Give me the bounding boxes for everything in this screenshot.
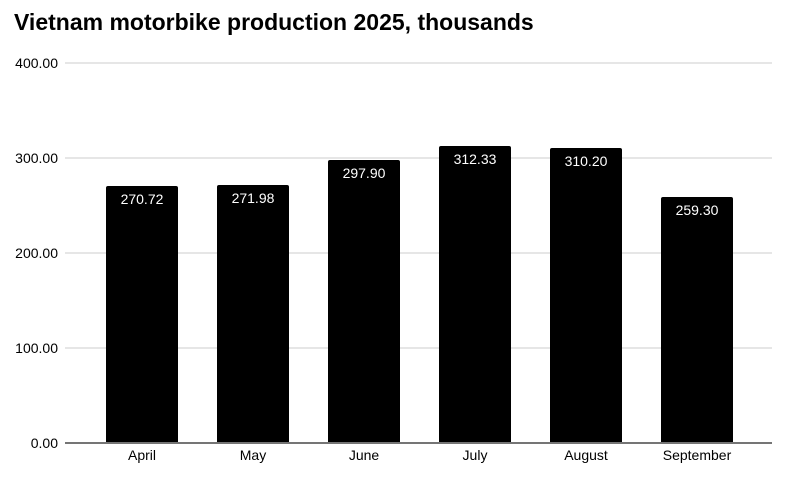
gridline-400.00 — [65, 62, 772, 64]
gridline-100.00 — [65, 347, 772, 349]
x-axis-tick-label-june: June — [348, 447, 380, 463]
bar-august: 310.20 — [550, 148, 622, 442]
y-axis-tick-label-200.00: 200.00 — [15, 245, 58, 261]
bar-value-label-may: 271.98 — [231, 189, 275, 206]
bar-value-label-june: 297.90 — [342, 164, 386, 181]
x-axis-tick-label-may: May — [239, 447, 267, 463]
x-axis-line — [65, 442, 772, 444]
bar-april: 270.72 — [106, 185, 178, 442]
y-axis-tick-label-0.00: 0.00 — [30, 435, 58, 451]
x-axis-tick-label-september: September — [662, 447, 732, 463]
x-axis-tick-label-august: August — [564, 447, 608, 463]
gridline-300.00 — [65, 157, 772, 159]
bar-value-label-august: 310.20 — [564, 153, 608, 170]
bar-september: 259.30 — [661, 196, 733, 442]
bar-july: 312.33 — [439, 146, 511, 442]
bar-value-label-april: 270.72 — [120, 190, 164, 207]
bar-value-label-july: 312.33 — [453, 151, 497, 168]
gridline-200.00 — [65, 252, 772, 254]
y-axis-tick-label-300.00: 300.00 — [15, 150, 58, 166]
x-axis-tick-label-april: April — [127, 447, 156, 463]
y-axis-tick-label-100.00: 100.00 — [15, 340, 58, 356]
x-axis-tick-label-july: July — [462, 447, 488, 463]
y-axis-tick-label-400.00: 400.00 — [15, 55, 58, 71]
bar-june: 297.90 — [328, 159, 400, 442]
chart-title: Vietnam motorbike production 2025, thous… — [14, 9, 534, 35]
bar-may: 271.98 — [217, 184, 289, 442]
bar-value-label-september: 259.30 — [675, 201, 719, 218]
